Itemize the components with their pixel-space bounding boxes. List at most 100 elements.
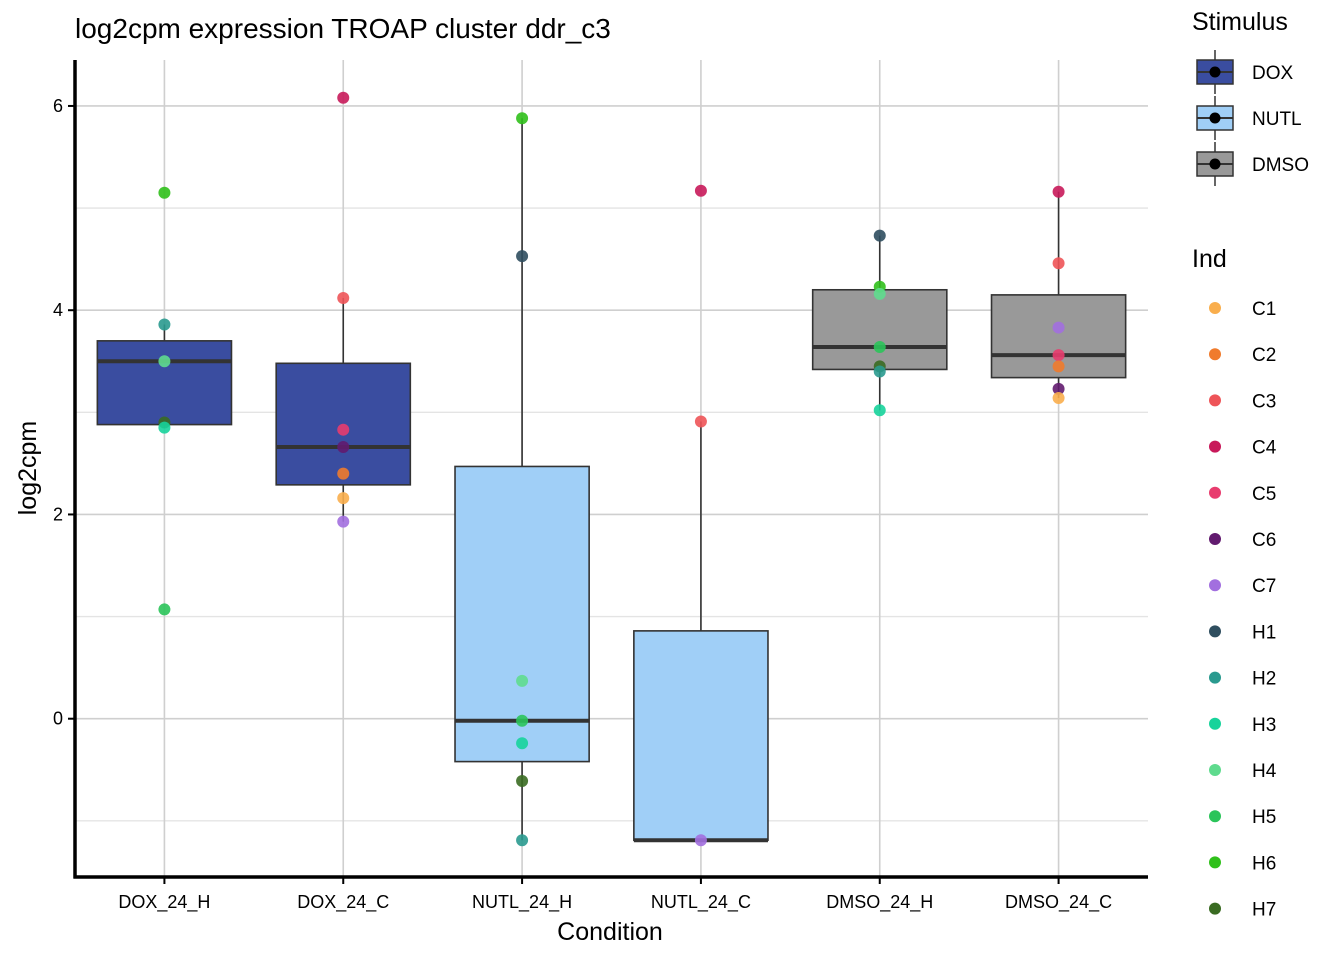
legend-ind-label: H6 [1252,853,1276,874]
data-point-C6 [337,441,350,454]
data-point-C1 [1052,392,1065,405]
legend-ind-C5: C5 [1209,484,1276,505]
x-tick-label: DMSO_24_C [1005,892,1112,913]
legend-ind-H5: H5 [1209,807,1276,828]
legend-ind-label: C6 [1252,530,1276,551]
y-tick-label: 0 [53,709,63,729]
data-point-H5 [158,603,171,616]
legend-ind-point [1209,764,1221,776]
data-point-H6 [158,186,171,199]
data-point-C4 [694,184,707,197]
data-point-C7 [337,515,350,528]
data-point-H2 [873,365,886,378]
legend-ind-point [1209,810,1221,823]
box-NUTL_24_C [633,421,769,843]
data-point-H1 [516,250,529,263]
box-rect [633,630,769,842]
axes: 0 2 4 6 DOX_24_H DOX_24_C NUTL_24_H NUTL_24_C DM… [53,60,1148,913]
legend-ind-label: C3 [1252,391,1276,412]
y-axis-title: log2cpm [14,421,42,516]
legend-ind-H1: H1 [1209,622,1276,643]
legend-stimulus-label: DOX [1252,63,1294,84]
data-point-H1 [873,229,886,242]
data-point-C3 [1052,257,1065,270]
data-point-H7 [516,775,529,788]
legend-ind-point [1209,440,1221,453]
legend-ind-point [1209,902,1221,915]
data-point-H4 [873,287,886,300]
data-point-C7 [694,834,707,847]
data-point-H2 [158,318,171,331]
legend-ind-point [1209,533,1221,545]
box-NUTL_24_H [454,118,590,841]
data-point-H3 [516,737,529,750]
data-point-C3 [694,415,707,428]
legend-ind-label: C2 [1252,345,1276,366]
data-point-C4 [1052,185,1065,198]
point-layer [158,91,1065,847]
data-point-C2 [1052,360,1065,373]
data-point-H5 [873,340,886,353]
data-point-C5 [1052,349,1065,362]
box-DOX_24_H [96,324,233,428]
data-point-C7 [1052,321,1065,334]
legend-stimulus-DOX: DOX [1196,50,1294,94]
legend-point [1209,158,1221,170]
box-rect [811,288,948,371]
data-point-C4 [337,91,350,104]
x-tick-label: DOX_24_C [297,892,389,913]
data-point-C5 [337,423,350,436]
legend-ind-label: H1 [1252,622,1276,643]
legend-ind-entries: C1 C2 C3 C4 C5 C6 C7 H1 H2 H3 H4 H5 H6 H7 [1209,299,1277,921]
box-rect [454,465,590,763]
data-point-C1 [337,492,350,505]
legend-ind-label: H2 [1252,669,1276,690]
legend-ind-H7: H7 [1209,900,1276,921]
data-point-H3 [873,404,886,417]
grid-lines [75,60,1148,877]
x-tick-label: NUTL_24_C [651,892,751,913]
x-tick-label: DMSO_24_H [826,892,933,913]
legend: Stimulus Ind DOX NUTL DMSO C1 C2 C3 C4 C5 C6 C7 H… [1192,8,1309,921]
legend-stimulus-label: DMSO [1252,155,1309,176]
data-point-H6 [516,112,529,125]
x-tick-label: DOX_24_H [118,892,210,913]
y-tick-label: 4 [53,300,63,320]
legend-ind-label: H5 [1252,807,1276,828]
legend-ind-C2: C2 [1209,345,1276,366]
legend-ind-point [1209,486,1221,499]
data-point-H5 [516,714,529,727]
x-tick-label: NUTL_24_H [472,892,572,913]
legend-stimulus-NUTL: NUTL [1196,96,1302,140]
legend-ind-C3: C3 [1209,391,1276,412]
legend-ind-C4: C4 [1209,438,1277,459]
legend-ind-label: C7 [1252,576,1276,597]
legend-ind-H2: H2 [1209,669,1276,690]
legend-ind-label: H4 [1252,761,1277,782]
legend-ind-C7: C7 [1209,576,1276,597]
data-point-H3 [158,421,171,434]
legend-ind-H3: H3 [1209,715,1276,736]
x-axis-title: Condition [557,918,663,946]
legend-point [1209,112,1221,124]
data-point-H4 [516,674,529,687]
box-rect [96,340,233,426]
legend-ind-point [1209,579,1221,592]
legend-ind-label: C5 [1252,484,1276,505]
y-tick-label: 2 [53,504,63,524]
legend-ind-point [1209,394,1221,407]
box-DMSO_24_H [811,235,948,411]
legend-stimulus-entries: DOX NUTL DMSO [1196,50,1309,186]
data-point-H4 [158,355,171,368]
legend-ind-label: C1 [1252,299,1276,320]
legend-ind-H6: H6 [1209,853,1276,874]
legend-ind-H4: H4 [1209,761,1277,782]
legend-ind-point [1209,717,1221,730]
chart-title: log2cpm expression TROAP cluster ddr_c3 [75,13,611,44]
data-point-C2 [337,467,350,480]
legend-ind-point [1209,302,1221,314]
box-DOX_24_C [275,297,412,522]
legend-stimulus-label: NUTL [1252,109,1302,130]
legend-ind-label: H7 [1252,900,1276,921]
